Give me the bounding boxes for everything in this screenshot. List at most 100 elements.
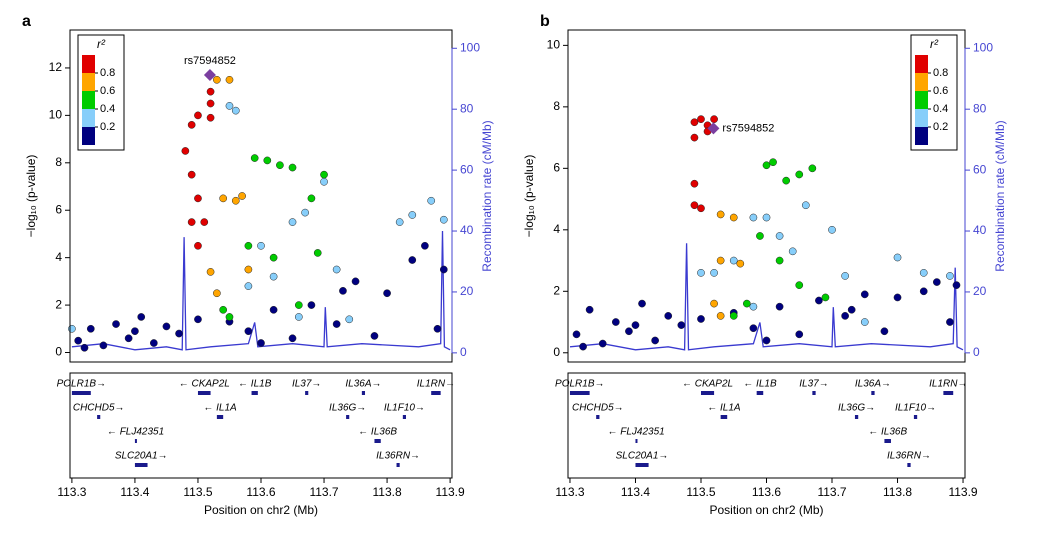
snp-point <box>439 215 448 224</box>
legend-swatch <box>82 109 95 127</box>
snp-point <box>821 293 830 302</box>
snp-point <box>729 256 738 265</box>
snp-point <box>625 327 633 336</box>
lead-snp <box>203 69 216 82</box>
x-tick-label: 113.6 <box>752 485 781 499</box>
gene <box>720 415 728 419</box>
snp-point <box>187 121 196 129</box>
snp-point <box>952 281 961 289</box>
plot-frame <box>567 29 966 363</box>
snp-point <box>219 305 228 314</box>
snp-point <box>250 154 259 162</box>
gene-label: ← IL1B <box>743 379 777 390</box>
snp-point <box>244 265 253 274</box>
x-axis-label: Position on chr2 (Mb) <box>709 503 823 517</box>
recombination-line <box>71 230 451 351</box>
snp-point <box>213 75 221 84</box>
snp-point <box>919 269 928 277</box>
gene <box>402 415 406 419</box>
snp-point <box>339 287 347 295</box>
legend-swatch <box>82 55 95 73</box>
y2-tick-label: 0 <box>460 345 467 359</box>
gene-label: ← IL1B <box>238 379 272 390</box>
snp-point <box>729 312 738 320</box>
snp-point <box>200 218 209 226</box>
gene-label: ← CKAP2L <box>179 379 230 390</box>
snp-point <box>187 170 196 179</box>
snp-point <box>332 320 341 328</box>
gene-label: IL36RN→ <box>376 451 420 462</box>
snp-point <box>716 312 725 320</box>
snp-point <box>736 259 745 268</box>
snp-point <box>828 225 836 234</box>
y2-tick-label: 0 <box>973 345 980 359</box>
legend-tick-label: 0.4 <box>100 103 115 115</box>
snp-point <box>301 208 309 217</box>
snp-point <box>244 282 253 290</box>
snp-point <box>383 289 391 298</box>
gene <box>134 439 137 443</box>
snp-point <box>749 302 758 311</box>
y-tick-label: 10 <box>49 108 63 122</box>
snp-point <box>664 312 673 320</box>
snp-point <box>124 334 133 343</box>
snp-point <box>788 247 797 256</box>
x-tick-label: 113.5 <box>686 485 715 499</box>
legend-tick-label: 0.4 <box>933 103 948 115</box>
panel-label: a <box>22 13 31 30</box>
gene <box>569 391 590 395</box>
legend-swatch <box>82 91 95 109</box>
gene <box>97 415 101 419</box>
gene-label: SLC20A1→ <box>616 451 669 462</box>
snp-point <box>276 161 284 170</box>
legend-swatch <box>915 109 928 127</box>
snp-point <box>408 256 417 264</box>
snp-point <box>677 321 686 329</box>
x-axis-label: Position on chr2 (Mb) <box>204 503 318 517</box>
legend-swatch <box>915 73 928 91</box>
snp-point <box>162 322 171 331</box>
legend-swatch <box>82 127 95 145</box>
snp-point <box>74 336 83 345</box>
x-tick-label: 113.5 <box>183 485 212 499</box>
x-tick-label: 113.9 <box>436 485 465 499</box>
gene-label: ← FLJ42351 <box>107 427 164 438</box>
snp-point <box>231 106 240 115</box>
snp-point <box>919 287 928 296</box>
snp-point <box>112 320 120 328</box>
snp-point <box>716 256 725 265</box>
snp-point <box>269 272 278 281</box>
snp-point <box>710 299 718 308</box>
gene <box>635 439 638 443</box>
x-tick-label: 113.4 <box>621 485 650 499</box>
y2-tick-label: 20 <box>460 284 474 298</box>
legend-title: r² <box>97 37 106 51</box>
legend-tick-label: 0.6 <box>100 85 115 97</box>
snp-point <box>137 313 146 321</box>
snp-point <box>893 253 902 262</box>
snp-point <box>395 218 404 226</box>
gene <box>305 391 309 395</box>
snp-point <box>932 278 941 286</box>
gene-label: ← FLJ42351 <box>607 427 664 438</box>
x-tick-label: 113.9 <box>948 485 977 499</box>
y-tick-label: 2 <box>55 297 62 311</box>
snp-point <box>206 87 215 96</box>
y-tick-label: 8 <box>55 155 62 169</box>
snp-point <box>729 213 738 222</box>
snp-point <box>313 249 322 257</box>
legend-tick-label: 0.8 <box>100 67 115 79</box>
snp-point <box>187 218 196 226</box>
snp-point <box>697 115 705 123</box>
y-axis-label: −log₁₀ (p-value) <box>24 155 38 238</box>
snp-point <box>206 268 215 276</box>
snp-point <box>219 194 228 203</box>
legend-tick-label: 0.8 <box>933 67 948 79</box>
legend-swatch <box>915 127 928 145</box>
y2-tick-label: 20 <box>973 284 987 298</box>
x-tick-label: 113.7 <box>817 485 846 499</box>
snp-point <box>579 342 587 351</box>
y2-axis-label: Recombination rate (cM/Mb) <box>993 120 1007 271</box>
snp-point <box>631 321 640 329</box>
y-tick-label: 4 <box>55 250 62 264</box>
